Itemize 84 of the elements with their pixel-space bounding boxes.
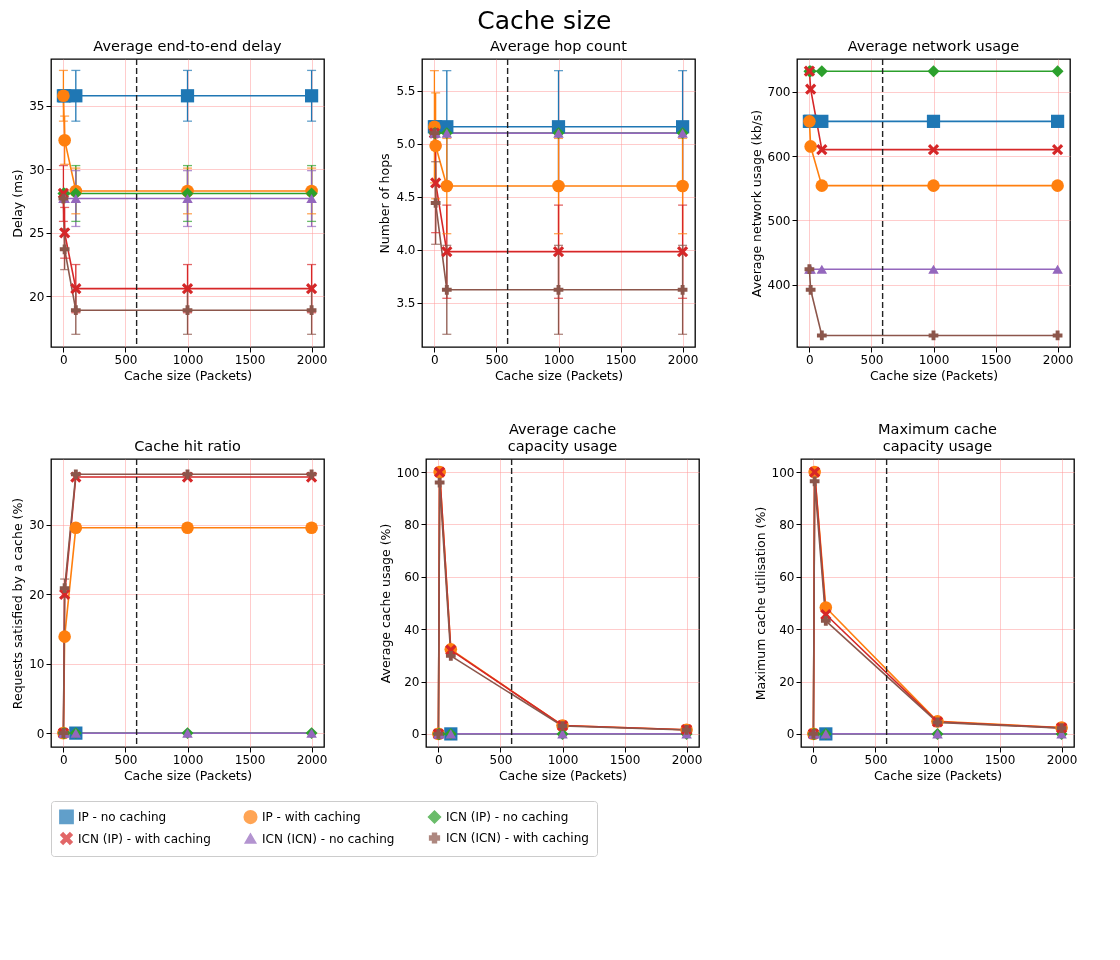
x-tick-label: 0 <box>60 352 68 367</box>
y-tick-label: 10 <box>29 657 45 672</box>
x-axis-title: Cache size (Packets) <box>498 767 628 783</box>
chart-title: Average hop count <box>490 37 628 54</box>
x-tick-label: 2000 <box>1046 752 1078 767</box>
chart-title: Maximum cache capacity usage <box>878 421 998 454</box>
x-tick-label: 500 <box>114 752 138 767</box>
y-tick-label: 0 <box>36 726 45 741</box>
y-axis-title: Delay (ms) <box>10 169 26 238</box>
x-tick-label: 500 <box>864 752 888 767</box>
y-tick-label: 600 <box>767 149 791 164</box>
legend-label: IP - no caching <box>78 809 167 824</box>
x-tick-label: 1000 <box>172 752 204 767</box>
y-tick-label: 0 <box>411 727 420 742</box>
y-tick-label: 5.5 <box>396 84 416 99</box>
x-tick-label: 500 <box>489 752 513 767</box>
x-tick-label: 1000 <box>918 352 950 367</box>
x-tick-label: 1500 <box>234 752 266 767</box>
y-tick-label: 20 <box>779 675 795 690</box>
x-tick-label: 2000 <box>1042 352 1074 367</box>
x-axis-title: Cache size (Packets) <box>869 367 999 383</box>
y-axis-title: Maximum cache utilisation (%) <box>752 506 768 701</box>
chart-title: Average network usage <box>847 37 1020 54</box>
legend-label: ICN (IP) - no caching <box>446 810 569 825</box>
x-tick-label: 1500 <box>984 752 1016 767</box>
chart-title: Average end-to-end delay <box>93 37 283 54</box>
y-tick-label: 20 <box>404 675 420 690</box>
y-tick-label: 4.5 <box>396 190 416 205</box>
y-tick-label: 80 <box>779 517 795 532</box>
x-tick-label: 500 <box>485 352 509 367</box>
y-tick-label: 60 <box>404 570 420 585</box>
y-tick-label: 40 <box>404 622 420 637</box>
y-tick-label: 25 <box>29 226 45 241</box>
legend-label: ICN (ICN) - with caching <box>446 831 589 845</box>
y-tick-label: 3.5 <box>396 296 416 311</box>
y-axis-title: Number of hops <box>377 153 393 254</box>
y-tick-label: 20 <box>29 289 45 304</box>
x-tick-label: 0 <box>806 352 814 367</box>
x-axis-title: Cache size (Packets) <box>123 367 253 383</box>
y-tick-label: 80 <box>404 517 420 532</box>
x-tick-label: 500 <box>114 352 138 367</box>
text: Cache size <box>477 6 612 36</box>
x-tick-label: 1000 <box>922 752 954 767</box>
y-axis-title: Average network usage (kb/s) <box>748 109 764 298</box>
x-tick-label: 0 <box>435 752 443 767</box>
x-tick-label: 0 <box>60 752 68 767</box>
y-tick-label: 500 <box>767 213 791 228</box>
x-axis-title: Cache size (Packets) <box>494 367 624 383</box>
y-tick-label: 400 <box>767 278 791 293</box>
x-tick-label: 2000 <box>296 352 328 367</box>
y-tick-label: 35 <box>29 99 45 114</box>
legend-label: ICN (IP) - with caching <box>78 831 211 846</box>
x-tick-label: 2000 <box>671 752 703 767</box>
y-axis-title: Requests satisfied by a cache (%) <box>10 497 26 710</box>
chart-title: Average cache capacity usage <box>507 421 618 454</box>
legend-label: ICN (ICN) - no caching <box>262 831 395 846</box>
x-tick-label: 1000 <box>547 752 579 767</box>
y-tick-label: 0 <box>786 727 795 742</box>
x-tick-label: 2000 <box>296 752 328 767</box>
y-tick-label: 20 <box>29 587 45 602</box>
x-tick-label: 1500 <box>609 752 641 767</box>
x-tick-label: 1000 <box>543 352 575 367</box>
y-tick-label: 40 <box>779 622 795 637</box>
y-tick-label: 30 <box>29 518 45 533</box>
y-axis-title: Average cache usage (%) <box>377 523 393 684</box>
x-axis-title: Cache size (Packets) <box>123 767 253 783</box>
y-tick-label: 700 <box>767 85 791 100</box>
x-tick-label: 1000 <box>172 352 204 367</box>
legend-label: IP - with caching <box>262 810 361 825</box>
x-tick-label: 1500 <box>605 352 637 367</box>
y-tick-label: 100 <box>771 465 795 480</box>
x-tick-label: 500 <box>860 352 884 367</box>
x-tick-label: 2000 <box>667 352 699 367</box>
y-tick-label: 60 <box>779 570 795 585</box>
y-tick-label: 5.0 <box>396 137 416 152</box>
x-tick-label: 1500 <box>980 352 1012 367</box>
x-tick-label: 0 <box>810 752 818 767</box>
y-tick-label: 4.0 <box>396 243 416 258</box>
y-tick-label: 100 <box>396 465 420 480</box>
y-tick-label: 30 <box>29 162 45 177</box>
chart-title: Cache hit ratio <box>134 437 241 454</box>
x-tick-label: 1500 <box>234 352 266 367</box>
x-axis-title: Cache size (Packets) <box>873 767 1003 783</box>
x-tick-label: 0 <box>431 352 439 367</box>
